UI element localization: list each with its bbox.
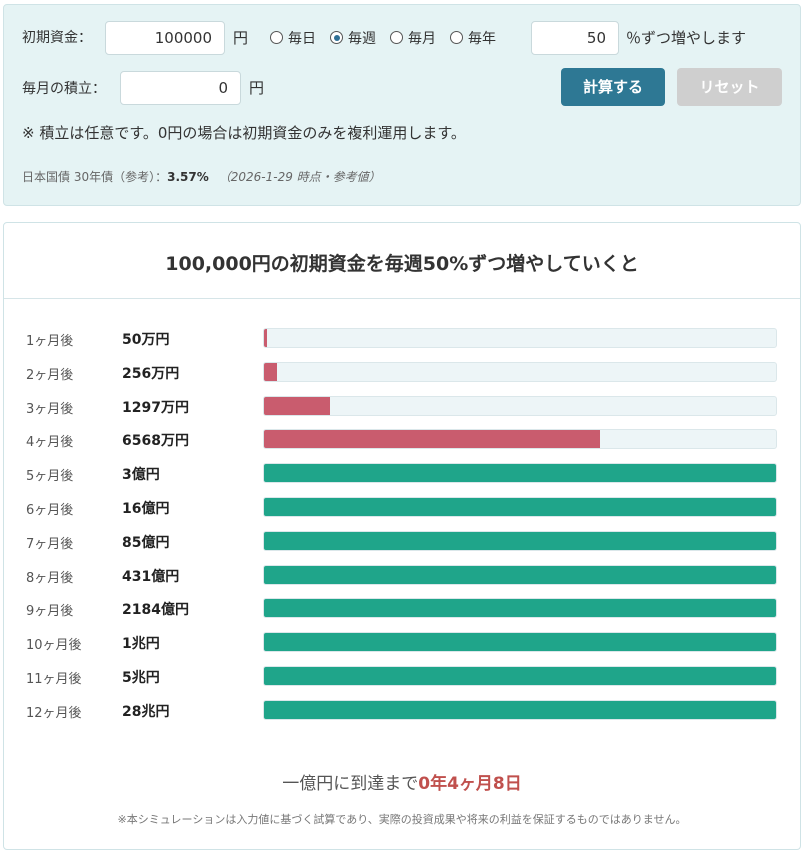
calc-button[interactable]: 計算する: [561, 68, 665, 106]
bar: [264, 396, 331, 415]
row-value: 6568万円: [122, 433, 189, 450]
row-label: 3ヶ月後: [26, 401, 74, 417]
unit: 円: [249, 79, 265, 97]
row-label: 12ヶ月後: [26, 705, 82, 721]
row-label: 8ヶ月後: [26, 570, 74, 586]
result-row: 7ヶ月後 85億円: [0, 530, 800, 552]
summary: 一億円に到達まで0年4ヶ月8日: [0, 769, 804, 794]
summary-prefix: 一億円に到達まで: [282, 774, 419, 794]
bond-info: 日本国債 30年債（参考）：3.57% （2026-1-29 時点・参考値）: [22, 168, 381, 185]
bar: [264, 700, 776, 719]
row-value: 256万円: [122, 365, 180, 382]
row-value: 1297万円: [122, 399, 189, 416]
bar-track: [263, 497, 777, 517]
period-label: 毎週: [348, 31, 376, 47]
bond-value: 3.57%: [167, 170, 209, 184]
bar-track: [263, 632, 777, 653]
row-label: 10ヶ月後: [26, 638, 82, 654]
bond-label: 日本国債 30年債（参考）：: [22, 170, 168, 184]
result-title: 100,000円の初期資金を毎週50%ずつ増やしていくと: [165, 253, 639, 275]
bar-track: [263, 463, 777, 484]
reset-button[interactable]: リセット: [677, 68, 782, 106]
label: ％ずつ増やします: [626, 29, 747, 47]
bar-track: [263, 429, 777, 450]
bar-track: [263, 666, 777, 686]
row-label: 2ヶ月後: [26, 367, 74, 383]
result-row: 12ヶ月後 28兆円: [0, 699, 800, 721]
input[interactable]: 0: [120, 71, 241, 105]
bar: [264, 531, 776, 550]
bar-track: [263, 361, 777, 382]
bar: [264, 464, 776, 483]
bar-track: [263, 395, 777, 416]
bar: [264, 633, 776, 652]
bar: [264, 599, 776, 618]
row-label: 7ヶ月後: [26, 536, 74, 552]
row-label: 4ヶ月後: [26, 435, 74, 451]
radio: [330, 31, 343, 44]
row-value: 2184億円: [122, 602, 189, 619]
bar: [264, 667, 776, 685]
bar: [264, 362, 278, 381]
bar-track: [263, 530, 777, 551]
result-row: 8ヶ月後 431億円: [0, 564, 800, 586]
period-radios: 毎日 毎週 毎月 毎年: [270, 28, 510, 48]
row-label: 6ヶ月後: [26, 503, 74, 518]
period-option[interactable]: 毎月: [390, 31, 436, 47]
radio: [390, 31, 403, 44]
result-row: 2ヶ月後 256万円: [0, 361, 800, 383]
result-panel: [3, 222, 801, 850]
label: 初期資金：: [22, 30, 92, 46]
row-value: 85億円: [122, 534, 170, 551]
row-value: 431億円: [122, 568, 180, 585]
period-option[interactable]: 毎日: [270, 31, 316, 47]
input[interactable]: 50: [531, 21, 619, 55]
bar-track: [263, 328, 777, 348]
period-option[interactable]: 毎年: [450, 31, 496, 47]
row-label: 5ヶ月後: [26, 469, 74, 485]
summary-value: 0年4ヶ月8日: [418, 774, 522, 794]
result-row: 11ヶ月後 5兆円: [0, 666, 800, 687]
row-value: 50万円: [122, 332, 170, 348]
result-row: 5ヶ月後 3億円: [0, 463, 800, 485]
period-label: 毎月: [408, 31, 436, 47]
bar-track: [263, 699, 777, 720]
divider: [4, 298, 800, 299]
row-value: 16億円: [122, 501, 170, 517]
bar: [264, 430, 601, 449]
radio: [270, 31, 283, 44]
unit: 円: [233, 29, 249, 47]
note: ※ 積立は任意です。0円の場合は初期資金のみを複利運用します。: [22, 124, 466, 142]
label: 毎月の積立：: [22, 81, 106, 97]
period-label: 毎日: [288, 31, 316, 47]
result-row: 6ヶ月後 16億円: [0, 497, 800, 518]
radio: [450, 31, 463, 44]
row-value: 28兆円: [122, 703, 170, 720]
row-value: 1兆円: [122, 636, 160, 653]
row-label: 11ヶ月後: [26, 672, 82, 687]
result-row: 4ヶ月後 6568万円: [0, 429, 800, 451]
bar: [264, 329, 267, 347]
result-row: 9ヶ月後 2184億円: [0, 598, 800, 620]
period-label: 毎年: [468, 31, 496, 47]
bond-date: （2026-1-29 時点・参考値）: [218, 170, 381, 184]
result-row: 3ヶ月後 1297万円: [0, 395, 800, 417]
period-option[interactable]: 毎週: [330, 31, 376, 47]
row-value: 3億円: [122, 467, 160, 484]
bar-track: [263, 598, 777, 619]
result-row: 10ヶ月後 1兆円: [0, 632, 800, 654]
row-label: 1ヶ月後: [26, 334, 74, 349]
bar: [264, 565, 776, 584]
bar-track: [263, 564, 777, 585]
input[interactable]: 100000: [105, 21, 225, 55]
row-label: 9ヶ月後: [26, 604, 74, 620]
row-value: 5兆円: [122, 670, 160, 686]
bar: [264, 498, 776, 516]
disclaimer: ※本シミュレーションは入力値に基づく試算であり、実際の投資成果や将来の利益を保証…: [117, 813, 687, 826]
result-row: 1ヶ月後 50万円: [0, 328, 800, 349]
